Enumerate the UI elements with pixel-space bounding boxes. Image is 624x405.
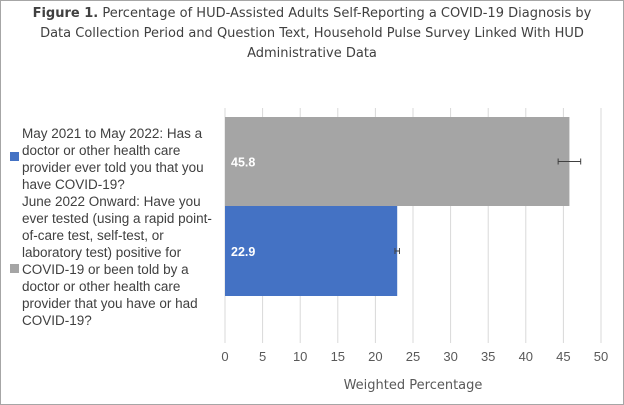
x-tick-label: 5 bbox=[259, 349, 266, 364]
x-tick-label: 40 bbox=[519, 349, 533, 364]
figure-label: Figure 1. bbox=[32, 6, 99, 21]
bar-2022-onward bbox=[225, 117, 570, 206]
data-label: 45.8 bbox=[231, 156, 255, 170]
figure-title-text: Percentage of HUD-Assisted Adults Self-R… bbox=[40, 6, 592, 61]
x-tick-label: 25 bbox=[406, 349, 420, 364]
legend-swatch-blue bbox=[10, 152, 19, 161]
legend-entry-2022-onward: June 2022 Onward: Have you ever tested (… bbox=[22, 194, 212, 328]
x-tick-label: 45 bbox=[556, 349, 570, 364]
bar-2021-2022 bbox=[225, 206, 398, 296]
x-tick-label: 15 bbox=[331, 349, 345, 364]
chart-title: Figure 1. Percentage of HUD-Assisted Adu… bbox=[20, 4, 604, 64]
x-tick-label: 30 bbox=[443, 349, 457, 364]
legend-swatch-gray bbox=[10, 264, 19, 273]
x-tick-label: 20 bbox=[368, 349, 382, 364]
x-tick-label: 10 bbox=[293, 349, 307, 364]
data-label: 22.9 bbox=[231, 245, 255, 259]
legend-entry-2021-2022: May 2021 to May 2022: Has a doctor or ot… bbox=[22, 126, 204, 192]
x-axis-title: Weighted Percentage bbox=[344, 378, 483, 393]
x-tick-label: 0 bbox=[221, 349, 228, 364]
x-tick-label: 35 bbox=[481, 349, 495, 364]
x-tick-label: 50 bbox=[594, 349, 608, 364]
